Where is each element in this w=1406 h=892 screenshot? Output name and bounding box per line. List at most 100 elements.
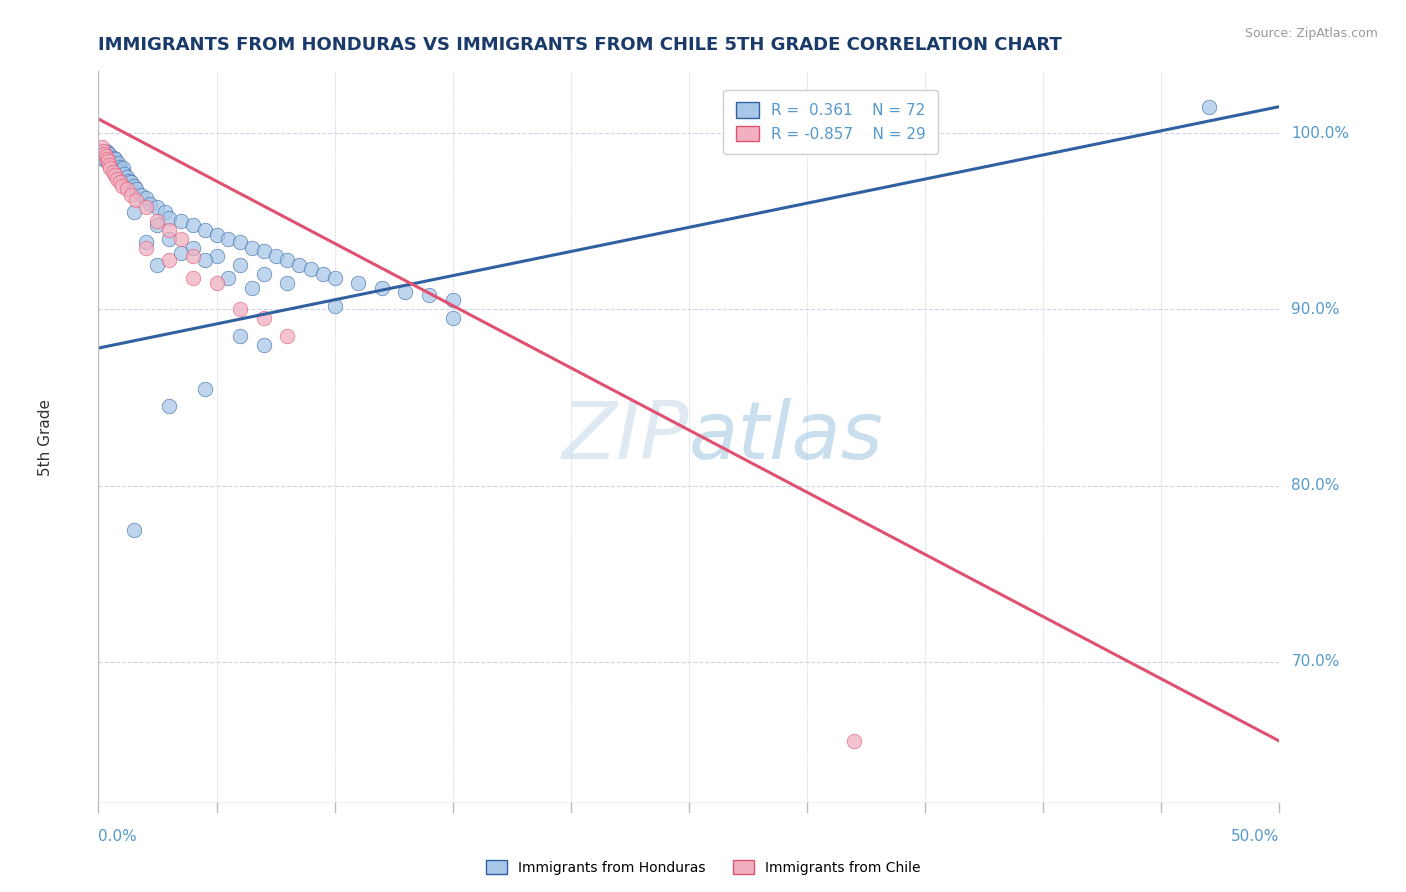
Point (96, 153, 118, 167)
Point (157, 399, 180, 413)
Text: atlas: atlas (689, 398, 884, 476)
Text: 80.0%: 80.0% (1291, 478, 1340, 493)
Point (125, 182, 148, 196)
Point (115, 182, 138, 196)
Point (98, 147, 121, 161)
Point (105, 172, 128, 186)
Point (101, 165, 124, 179)
Point (205, 276, 228, 290)
Point (93, 151, 115, 165)
Point (135, 235, 157, 250)
Point (217, 270, 239, 285)
Point (253, 311, 276, 326)
Point (418, 288, 440, 302)
Point (170, 246, 193, 260)
Point (253, 244, 276, 259)
Point (146, 214, 169, 228)
Point (229, 235, 252, 250)
Point (94, 144, 117, 158)
Point (253, 337, 276, 351)
Point (98, 153, 121, 167)
Point (122, 178, 145, 193)
Point (264, 249, 287, 263)
Point (146, 258, 169, 272)
Text: 100.0%: 100.0% (1291, 126, 1350, 141)
Point (98, 158, 121, 172)
Point (181, 249, 204, 263)
Point (181, 241, 204, 255)
Point (844, 734, 866, 748)
Point (118, 174, 141, 188)
Point (98, 161, 121, 176)
Point (153, 205, 176, 219)
Point (94, 149, 117, 163)
Point (194, 223, 217, 237)
Point (135, 191, 157, 205)
Point (91, 144, 114, 158)
Point (125, 193, 148, 207)
Text: 0.0%: 0.0% (98, 830, 138, 844)
Point (107, 156, 129, 170)
Point (146, 218, 169, 232)
Point (441, 311, 464, 326)
Point (205, 249, 228, 263)
Point (181, 218, 204, 232)
Point (121, 187, 143, 202)
Point (146, 200, 169, 214)
Text: 70.0%: 70.0% (1291, 655, 1340, 669)
Point (139, 196, 162, 211)
Text: Source: ZipAtlas.com: Source: ZipAtlas.com (1244, 27, 1378, 40)
Point (105, 158, 128, 172)
Text: IMMIGRANTS FROM HONDURAS VS IMMIGRANTS FROM CHILE 5TH GRADE CORRELATION CHART: IMMIGRANTS FROM HONDURAS VS IMMIGRANTS F… (98, 36, 1062, 54)
Point (194, 382, 217, 396)
Point (91, 147, 114, 161)
Point (194, 252, 217, 267)
Point (240, 281, 263, 295)
Point (129, 187, 152, 202)
Point (135, 200, 157, 214)
Point (229, 258, 252, 272)
Text: 50.0%: 50.0% (1232, 830, 1279, 844)
Point (96, 145, 118, 160)
Point (105, 161, 128, 176)
Point (253, 267, 276, 281)
Point (347, 276, 370, 290)
Point (91, 153, 114, 167)
Point (115, 170, 138, 185)
Point (121, 175, 143, 189)
Point (371, 281, 394, 295)
Point (240, 241, 263, 255)
Point (170, 214, 193, 228)
Point (97, 149, 120, 163)
Legend: Immigrants from Honduras, Immigrants from Chile: Immigrants from Honduras, Immigrants fro… (479, 855, 927, 880)
Point (276, 328, 298, 343)
Point (108, 160, 131, 174)
Point (111, 165, 134, 179)
Point (299, 261, 322, 276)
Point (101, 156, 124, 170)
Point (276, 276, 298, 290)
Point (104, 153, 127, 167)
Point (323, 270, 346, 285)
Point (276, 252, 298, 267)
Point (441, 293, 464, 308)
Point (323, 299, 346, 313)
Legend: R =  0.361    N = 72, R = -0.857    N = 29: R = 0.361 N = 72, R = -0.857 N = 29 (724, 90, 938, 154)
Point (122, 205, 145, 219)
Point (181, 270, 204, 285)
Point (229, 302, 252, 317)
Text: ZIP: ZIP (561, 398, 689, 476)
Point (91, 140, 114, 154)
Point (394, 285, 416, 299)
Text: 5th Grade: 5th Grade (38, 399, 53, 475)
Point (135, 241, 157, 255)
Point (112, 167, 135, 181)
Point (157, 223, 180, 237)
Point (108, 175, 131, 189)
Point (103, 151, 125, 165)
Point (312, 267, 335, 281)
Point (170, 232, 193, 246)
Point (93, 147, 115, 161)
Point (157, 252, 180, 267)
Point (157, 232, 180, 246)
